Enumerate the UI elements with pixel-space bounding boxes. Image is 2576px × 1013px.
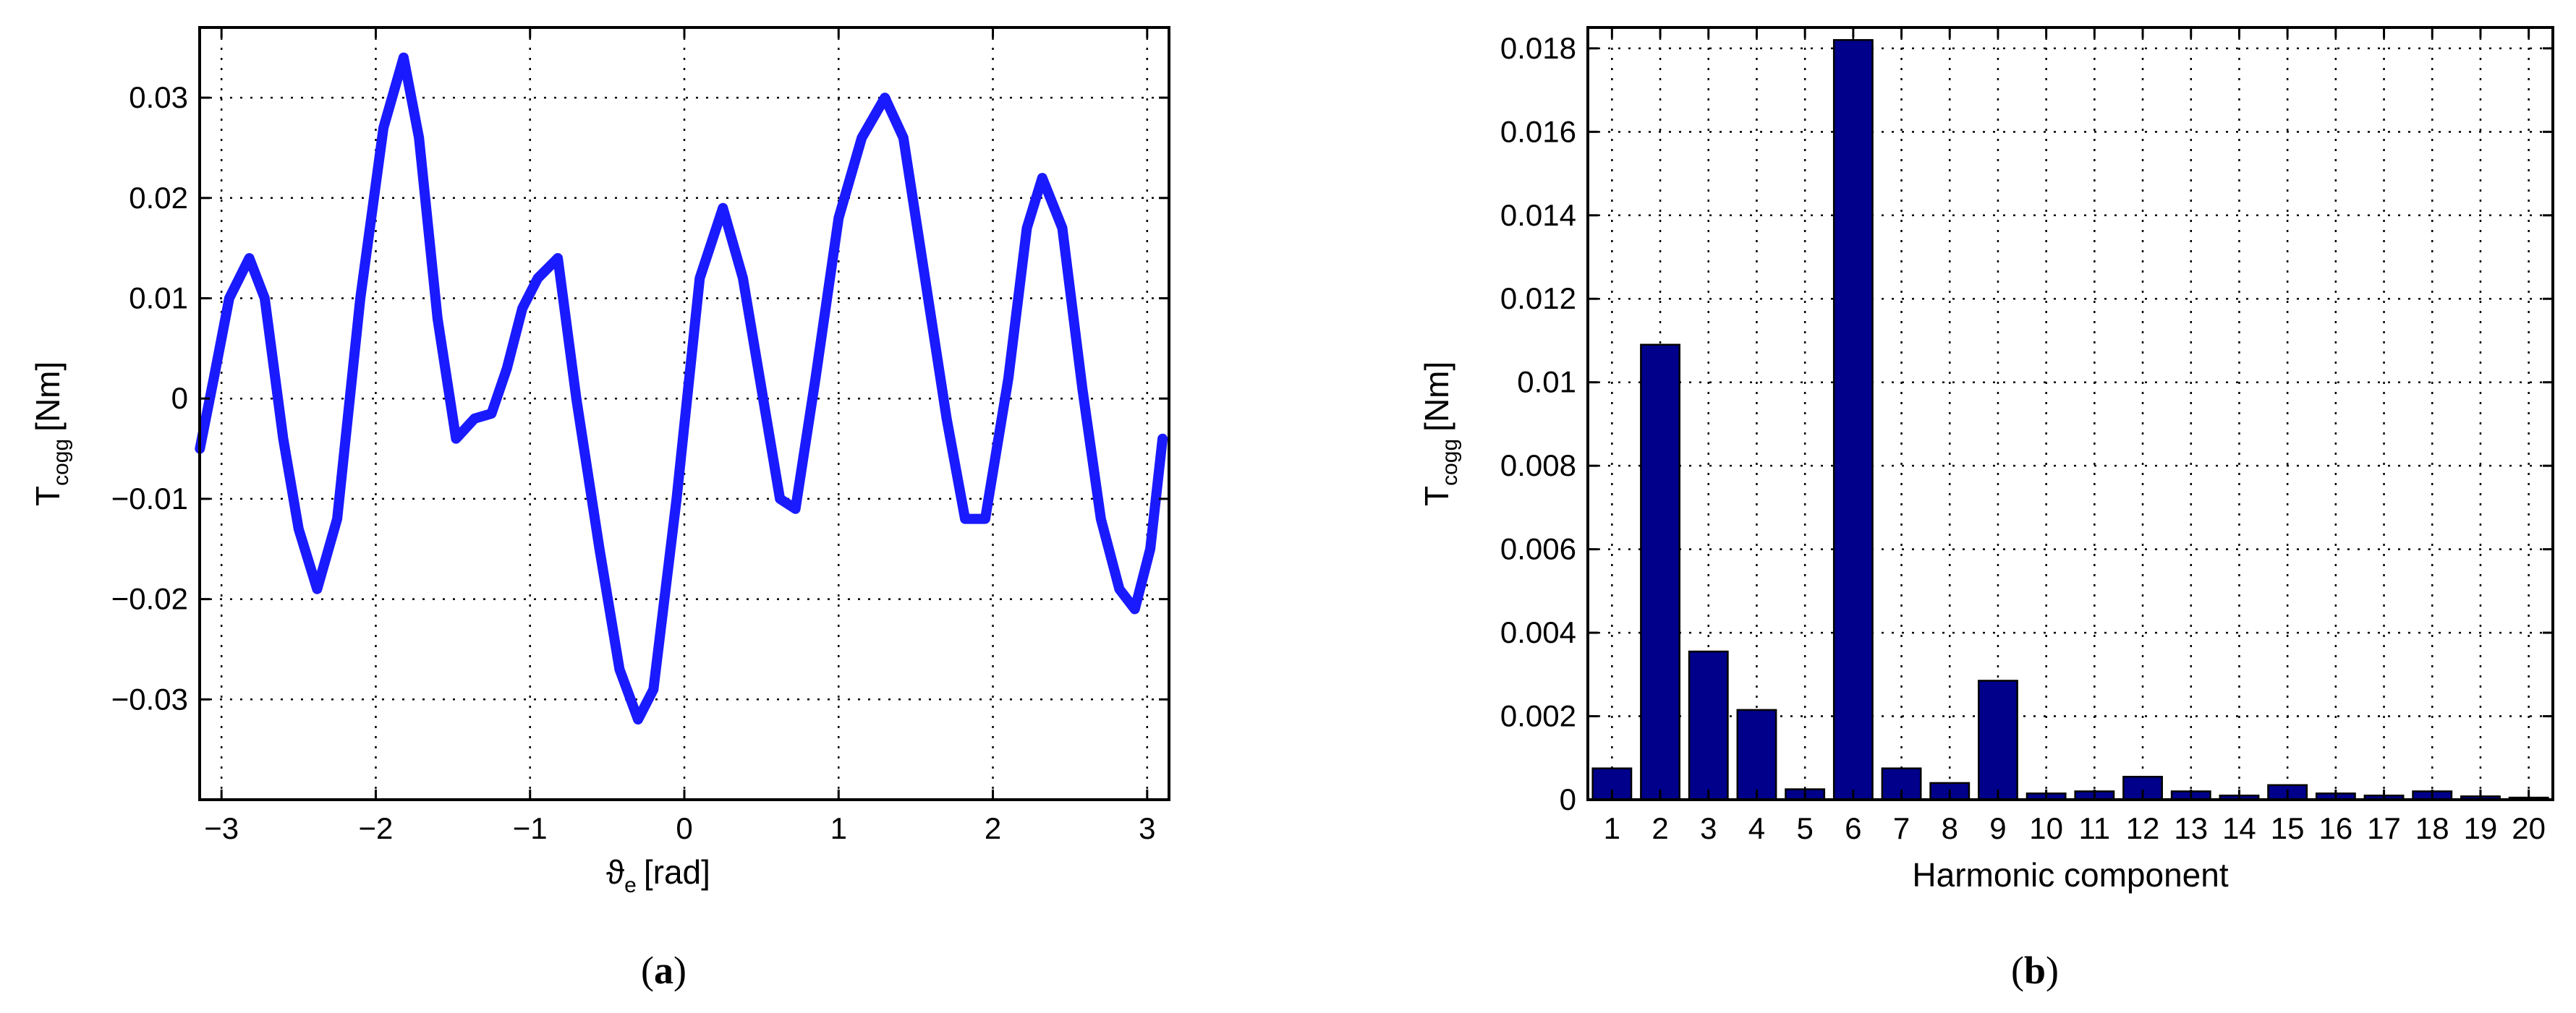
chart-b-frame [1586, 26, 2554, 801]
chart-b-x-tick-label: 20 [2512, 811, 2546, 845]
chart-a-plot-area [195, 52, 1168, 725]
chart-b-y-tick-label: 0.016 [1500, 114, 1576, 148]
chart-a-y-tick-label: 0.03 [129, 80, 188, 114]
chart-b-y-tick-label: 0.01 [1517, 365, 1576, 399]
chart-a-y-tick-label: 0.01 [129, 281, 188, 315]
chart-a-series-line [195, 52, 1168, 725]
chart-a: −3 −2 −1 0 1 2 3 −0.03−0.02−0.0100.010.020.03 … [29, 26, 1170, 992]
chart-a-x-ticks: −3 −2 −1 0 1 2 3 [204, 27, 1155, 845]
chart-b-x-ticks: 1 2 3 4 5 6 7 8 9 10 11 12 13 14 15 16 17 18 19 20 [1604, 27, 2546, 845]
chart-a-x-tick-label: 0 [676, 811, 692, 845]
chart-b-y-tick-label: 0.018 [1500, 31, 1576, 65]
chart-a-y-tick-label: −0.03 [111, 682, 188, 716]
chart-b-grid [1588, 27, 2553, 801]
chart-b-x-tick-label: 15 [2271, 811, 2305, 845]
chart-a-x-label: ϑe [rad] [606, 853, 710, 897]
chart-b-y-tick-label: 0.002 [1500, 699, 1576, 733]
chart-b-x-tick-label: 2 [1652, 811, 1668, 845]
chart-b-x-tick-label: 7 [1893, 811, 1910, 845]
chart-b-panel-label: (b) [2011, 949, 2059, 992]
chart-b-y-tick-label: 0.012 [1500, 281, 1576, 315]
chart-b-y-ticks: 0 0.002 0.004 0.006 0.008 0.01 0.012 0.014 0.016… [1500, 31, 2553, 816]
chart-a-y-label: Tcogg[Nm] [29, 362, 73, 506]
chart-b-y-tick-label: 0.006 [1500, 532, 1576, 566]
chart-a-x-tick-label: 1 [830, 811, 847, 845]
chart-b-y-tick-label: 0.014 [1500, 198, 1576, 232]
chart-b-x-tick-label: 1 [1604, 811, 1620, 845]
chart-b-bars [1591, 39, 2549, 801]
chart-b: 1 2 3 4 5 6 7 8 9 10 11 12 13 14 15 16 17 18 19 20 00.0020.… [1418, 26, 2554, 992]
chart-b-bar [1640, 343, 1680, 801]
chart-b-bar [1688, 650, 1729, 801]
chart-b-bar [1978, 680, 2018, 801]
chart-b-x-tick-label: 18 [2415, 811, 2449, 845]
chart-b-x-tick-label: 8 [1942, 811, 1958, 845]
chart-b-x-tick-label: 19 [2464, 811, 2498, 845]
chart-a-panel-label: (a) [641, 949, 686, 992]
chart-b-x-tick-label: 13 [2174, 811, 2208, 845]
chart-a-y-tick-label: 0.02 [129, 181, 188, 215]
chart-a-x-tick-label: −1 [513, 811, 548, 845]
chart-b-x-tick-label: 3 [1700, 811, 1717, 845]
chart-a-x-tick-label: 2 [985, 811, 1001, 845]
chart-a-x-tick-label: 3 [1139, 811, 1155, 845]
chart-b-y-tick-label: 0.008 [1500, 448, 1576, 482]
chart-b-x-tick-label: 11 [2079, 811, 2111, 845]
chart-b-x-tick-label: 17 [2367, 811, 2401, 845]
chart-b-bar [1832, 39, 1874, 801]
chart-b-y-tick-label: 0.004 [1500, 615, 1576, 649]
chart-b-x-tick-label: 12 [2126, 811, 2160, 845]
chart-b-x-tick-label: 10 [2029, 811, 2063, 845]
chart-a-y-tick-label: −0.02 [111, 582, 188, 616]
chart-b-x-tick-label: 14 [2222, 811, 2256, 845]
chart-a-y-tick-label: 0 [171, 381, 188, 415]
chart-b-x-tick-label: 5 [1796, 811, 1813, 845]
chart-b-y-label: Tcogg[Nm] [1418, 362, 1462, 506]
chart-b-bar [1736, 709, 1777, 801]
chart-a-x-tick-label: −2 [359, 811, 394, 845]
chart-b-x-label: Harmonic component [1912, 856, 2228, 894]
chart-b-x-tick-label: 4 [1748, 811, 1765, 845]
chart-b-x-tick-label: 9 [1989, 811, 2006, 845]
chart-a-x-tick-label: −3 [204, 811, 239, 845]
chart-a-y-tick-label: −0.01 [111, 482, 188, 516]
chart-a-y-ticks: −0.03 −0.02 −0.01 0 0.01 0.02 0.03 [111, 80, 1169, 716]
chart-b-x-tick-label: 6 [1845, 811, 1861, 845]
chart-b-x-tick-label: 16 [2318, 811, 2352, 845]
chart-b-y-tick-label: 0 [1560, 782, 1576, 816]
